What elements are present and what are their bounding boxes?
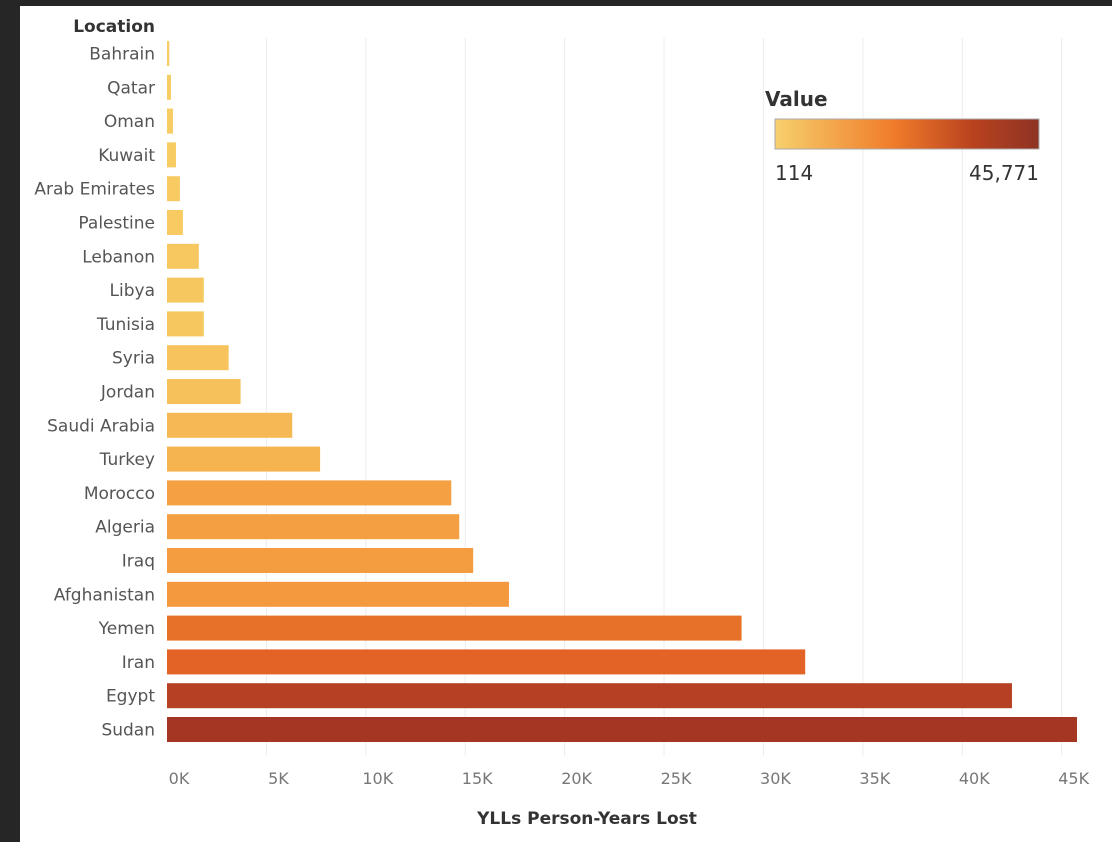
bar: [167, 379, 241, 404]
legend-color-bar: [774, 118, 1040, 150]
x-tick-label: 40K: [959, 769, 990, 788]
legend-max-label: 45,771: [969, 161, 1039, 185]
bar: [167, 446, 321, 472]
x-tick-label: 20K: [561, 769, 592, 788]
x-tick-label: 10K: [362, 769, 393, 788]
bar: [167, 311, 204, 337]
category-label: Libya: [110, 281, 155, 301]
category-label: Kuwait: [98, 146, 155, 166]
gridlines: [265, 38, 1063, 756]
category-label: Turkey: [99, 450, 155, 470]
category-label: Oman: [104, 112, 155, 132]
category-label: Algeria: [95, 518, 155, 538]
category-label: Afghanistan: [54, 585, 155, 605]
bar: [167, 108, 173, 134]
bar-chart: Bahrain Qatar Oman Kuwait Arab Emirates Pales…: [34, 17, 1090, 829]
bar: [167, 74, 171, 100]
x-tick-label: 15K: [462, 769, 493, 788]
x-tick-label: 5K: [268, 769, 289, 788]
category-label: Egypt: [106, 687, 155, 707]
category-label: Saudi Arabia: [47, 416, 155, 436]
legend-min-label: 114: [775, 161, 813, 185]
legend-title: Value: [765, 87, 828, 111]
bar: [167, 345, 229, 371]
color-legend: Value 114 45,771: [765, 87, 1040, 185]
x-tick-label: 45K: [1058, 769, 1089, 788]
x-tick-label: 35K: [859, 769, 890, 788]
bar: [167, 717, 1077, 742]
bar: [167, 210, 183, 235]
x-tick-labels: 0K 5K 10K 15K 20K 25K 30K 35K 40K 45K: [169, 769, 1090, 788]
bar: [167, 277, 204, 303]
bar: [167, 41, 170, 66]
x-axis-title: YLLs Person-Years Lost: [476, 809, 697, 829]
bar: [167, 412, 293, 438]
x-tick-label: 25K: [661, 769, 692, 788]
bar: [167, 142, 176, 168]
category-label: Tunisia: [96, 315, 155, 335]
category-label: Jordan: [100, 383, 155, 403]
category-label: Iraq: [122, 552, 155, 572]
x-tick-label: 30K: [760, 769, 791, 788]
bar: [167, 243, 199, 269]
chart-panel: Bahrain Qatar Oman Kuwait Arab Emirates Pales…: [20, 6, 1112, 842]
category-label: Yemen: [98, 619, 155, 639]
x-tick-label: 0K: [169, 769, 190, 788]
bar: [167, 649, 806, 675]
category-label: Lebanon: [82, 247, 155, 267]
row-header-location: Location: [73, 17, 155, 37]
bar: [167, 615, 742, 641]
category-label: Syria: [112, 349, 155, 369]
bar: [167, 176, 180, 202]
bar: [167, 581, 509, 607]
category-label: Palestine: [78, 214, 155, 234]
category-label: Iran: [122, 653, 155, 673]
bar: [167, 683, 1012, 709]
category-label: Sudan: [101, 721, 155, 741]
bar: [167, 480, 452, 506]
category-label: Arab Emirates: [34, 180, 155, 200]
bar: [167, 514, 460, 540]
category-labels: Bahrain Qatar Oman Kuwait Arab Emirates Pales…: [34, 45, 155, 741]
category-label: Morocco: [84, 484, 155, 504]
bars: [167, 41, 1077, 742]
bar: [167, 548, 474, 573]
category-label: Qatar: [107, 78, 155, 98]
category-label: Bahrain: [89, 45, 155, 65]
